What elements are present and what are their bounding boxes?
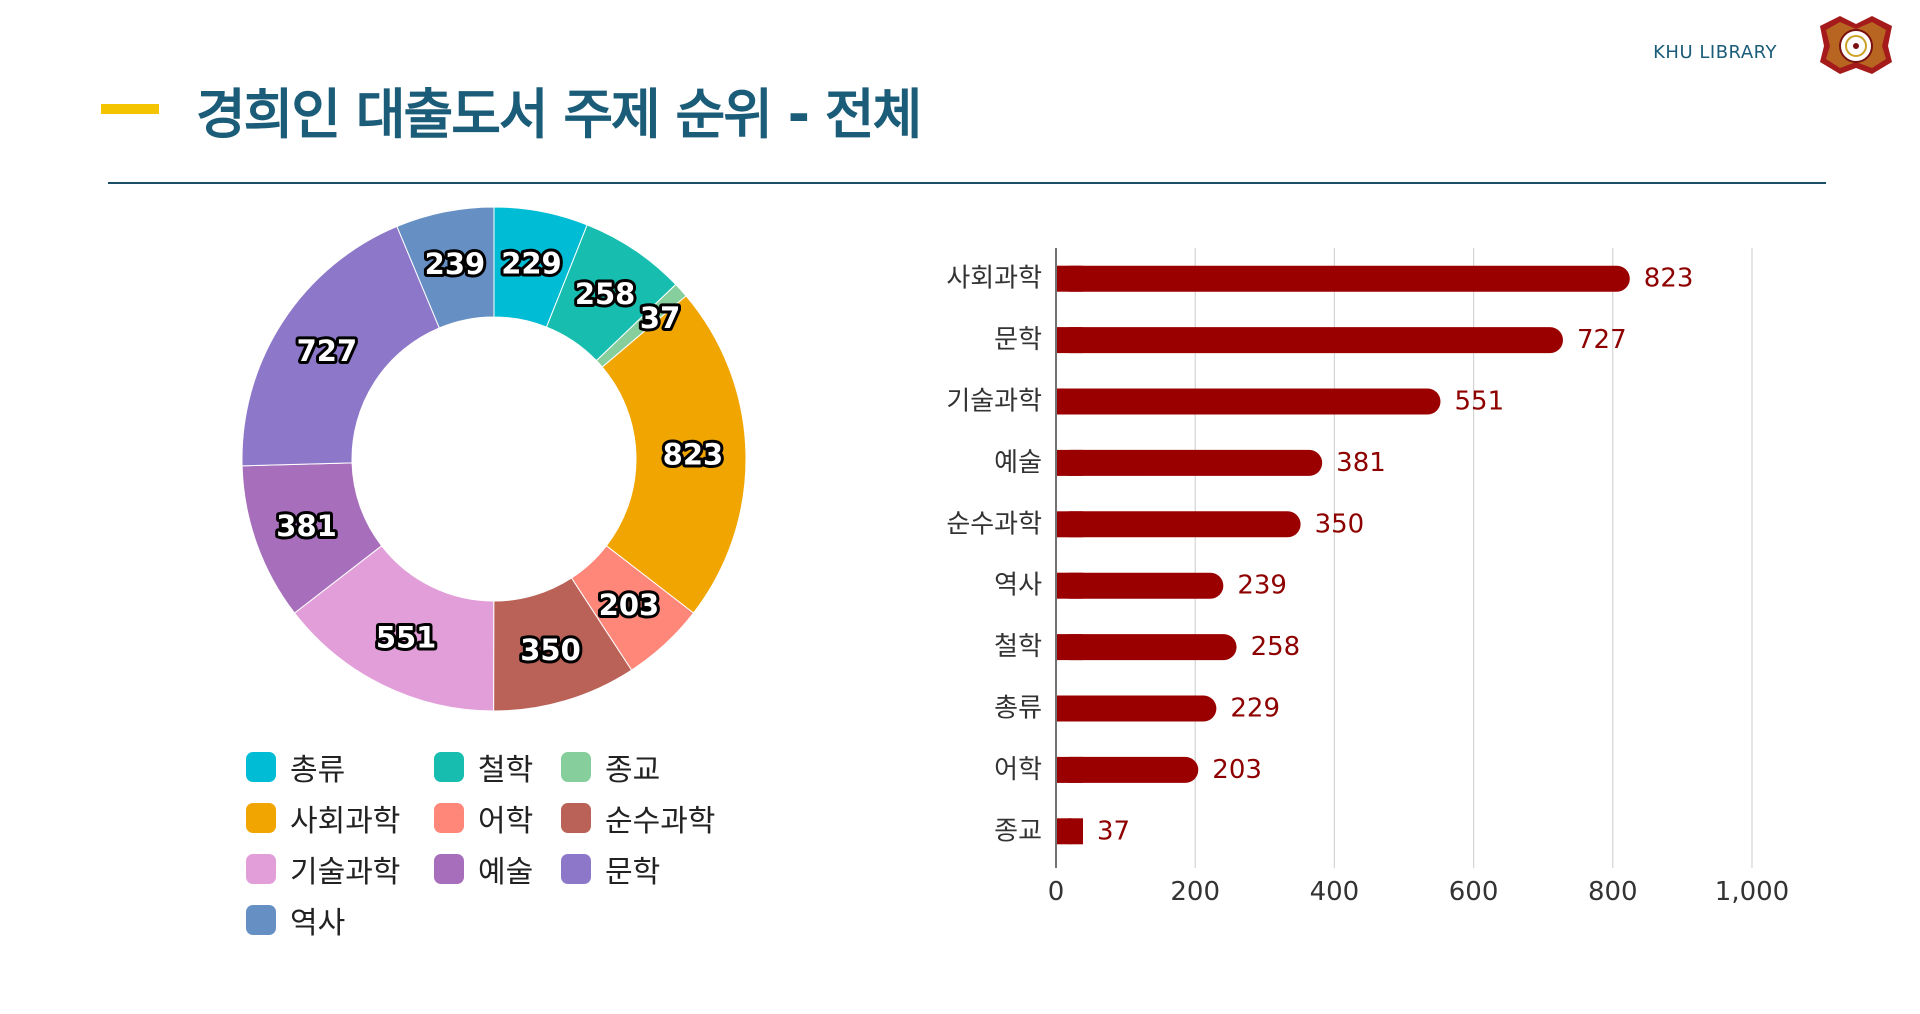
- legend-label: 종교: [605, 753, 661, 788]
- legend-item: 순수과학: [561, 798, 716, 839]
- bar-base: [1057, 572, 1083, 599]
- bar-base: [1057, 634, 1083, 661]
- x-tick-label: 400: [1310, 877, 1360, 907]
- legend-label: 총류: [290, 753, 346, 788]
- bar-chart: 0 200 400 600 800 1,000 사회과학 823 문학 727 기술과학 551 예술 3…: [946, 248, 1789, 907]
- bar: [1057, 695, 1217, 722]
- legend-label: 순수과학: [605, 804, 716, 839]
- bar-value-label: 381: [1336, 448, 1386, 478]
- donut-slice: [396, 206, 495, 329]
- x-tick-label: 0: [1048, 877, 1065, 907]
- bar: [1057, 756, 1199, 783]
- bar: [1057, 634, 1237, 661]
- donut-data-label: 350: [520, 633, 581, 667]
- donut-data-label: 551: [376, 621, 437, 655]
- bar-base: [1057, 756, 1083, 783]
- bar-base: [1057, 695, 1083, 722]
- legend-item: 역사: [246, 900, 346, 941]
- bar-value-label: 258: [1251, 632, 1301, 662]
- category-label: 총류: [994, 694, 1042, 724]
- x-tick-label: 1,000: [1715, 877, 1789, 907]
- legend-label: 역사: [290, 906, 346, 941]
- legend-label: 예술: [478, 855, 534, 890]
- legend-swatch: [246, 752, 276, 782]
- legend-item: 종교: [561, 747, 661, 788]
- bar: [1057, 511, 1301, 538]
- donut-data-label: 727: [297, 334, 358, 368]
- bar-base: [1057, 449, 1083, 476]
- legend-swatch: [246, 905, 276, 935]
- legend-label: 문학: [605, 855, 661, 890]
- donut-slice: [241, 225, 440, 467]
- donut-data-label: 229: [501, 247, 562, 281]
- header-divider: [108, 182, 1826, 184]
- bar-base: [1057, 511, 1083, 538]
- donut-data-label: 258: [575, 277, 636, 311]
- page-title: 경희인 대출도서 주제 순위 - 전체: [196, 83, 922, 146]
- brand-label: KHU LIBRARY: [1653, 42, 1777, 63]
- legend-label: 철학: [478, 753, 534, 788]
- legend-swatch: [561, 752, 591, 782]
- bar-value-label: 350: [1315, 509, 1365, 539]
- legend-swatch: [246, 854, 276, 884]
- bar-value-label: 823: [1644, 264, 1694, 294]
- legend-swatch: [561, 854, 591, 884]
- donut-data-label: 381: [276, 509, 337, 543]
- bar: [1057, 265, 1630, 292]
- category-label: 어학: [994, 755, 1042, 785]
- bar-value-label: 551: [1454, 387, 1504, 417]
- legend-swatch: [561, 803, 591, 833]
- legend-item: 사회과학: [246, 798, 401, 839]
- legend-swatch: [434, 854, 464, 884]
- donut-data-label: 239: [425, 247, 486, 281]
- donut-slice: [601, 295, 747, 614]
- legend-item: 철학: [434, 747, 534, 788]
- x-tick-label: 200: [1170, 877, 1220, 907]
- donut-data-label: 203: [599, 588, 660, 622]
- category-label: 종교: [994, 816, 1042, 846]
- x-tick-label: 800: [1588, 877, 1638, 907]
- bar: [1057, 572, 1224, 599]
- legend-label: 기술과학: [290, 855, 401, 890]
- bar-base: [1057, 388, 1083, 415]
- donut-data-label: 823: [663, 437, 724, 471]
- bar-value-label: 203: [1212, 755, 1262, 785]
- category-label: 기술과학: [946, 387, 1042, 417]
- legend-label: 어학: [478, 804, 534, 839]
- category-label: 철학: [994, 632, 1042, 662]
- legend-item: 문학: [561, 849, 661, 890]
- x-tick-label: 600: [1449, 877, 1499, 907]
- legend-item: 총류: [246, 747, 346, 788]
- bar-base: [1057, 265, 1083, 292]
- legend-swatch: [434, 803, 464, 833]
- bar-value-label: 37: [1097, 816, 1130, 846]
- bar: [1057, 388, 1441, 415]
- category-label: 사회과학: [946, 264, 1042, 294]
- bar-base: [1057, 818, 1083, 845]
- category-label: 순수과학: [946, 509, 1042, 539]
- bar-base: [1057, 327, 1083, 354]
- category-label: 역사: [994, 571, 1042, 601]
- legend-swatch: [246, 803, 276, 833]
- category-label: 예술: [994, 448, 1042, 478]
- legend-item: 예술: [434, 849, 534, 890]
- donut-data-label: 37: [640, 301, 680, 335]
- bar-value-label: 727: [1577, 325, 1627, 355]
- category-label: 문학: [994, 325, 1042, 355]
- bar-value-label: 229: [1230, 694, 1280, 724]
- legend-label: 사회과학: [290, 804, 401, 839]
- legend-item: 어학: [434, 798, 534, 839]
- legend-item: 기술과학: [246, 849, 401, 890]
- bar: [1057, 449, 1323, 476]
- bar-value-label: 239: [1237, 571, 1287, 601]
- bar: [1057, 327, 1563, 354]
- title-accent-bar: [101, 104, 159, 114]
- legend-swatch: [434, 752, 464, 782]
- university-emblem-icon: [1820, 16, 1892, 74]
